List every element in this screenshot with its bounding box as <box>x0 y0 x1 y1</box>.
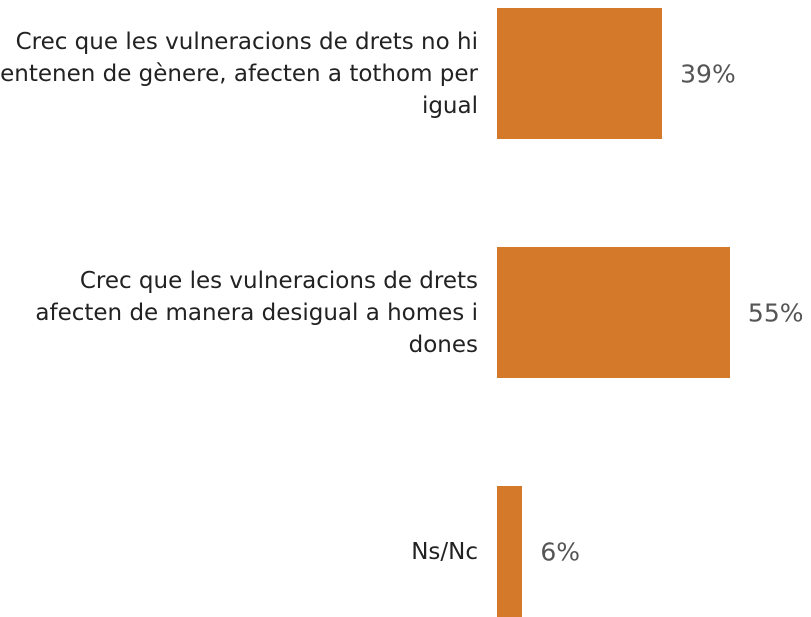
bar <box>497 8 663 139</box>
value-label: 6% <box>540 537 581 566</box>
bar <box>497 486 523 617</box>
category-label: Ns/Nc <box>411 538 478 565</box>
value-label: 39% <box>680 59 736 88</box>
category-label: Crec que les vulneracions de drets afect… <box>35 267 478 358</box>
bar <box>497 247 730 378</box>
category-label: Crec que les vulneracions de drets no hi… <box>0 28 478 119</box>
value-label: 55% <box>747 298 804 327</box>
